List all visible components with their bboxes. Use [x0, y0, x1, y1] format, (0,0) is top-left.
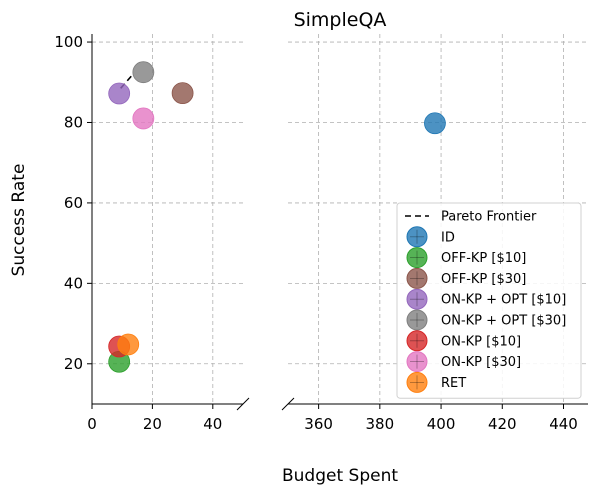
- legend-swatch: [406, 226, 428, 248]
- data-point: [108, 82, 131, 105]
- legend-label: OFF-KP [$30]: [441, 272, 526, 287]
- y-tick-label: 40: [64, 274, 83, 292]
- legend-swatch: [406, 309, 428, 331]
- x-tick-label: 440: [549, 415, 578, 433]
- x-tick-label: 360: [304, 415, 333, 433]
- axes: 20 40 60 80 100 0 20 40 360 380 400 420 440: [54, 33, 588, 433]
- legend-swatch: [406, 371, 428, 393]
- legend-swatch: [406, 267, 428, 289]
- axis-break-mark: [236, 397, 250, 411]
- legend-label: ON-KP + OPT [$10]: [441, 293, 566, 308]
- data-point: [117, 333, 140, 356]
- legend-label: Pareto Frontier: [441, 210, 537, 225]
- legend-label: ON-KP [$10]: [441, 334, 521, 349]
- legend-label: ID: [441, 230, 455, 245]
- y-tick-label: 20: [64, 355, 83, 373]
- axis-break-mark: [281, 397, 295, 411]
- legend-swatch: [406, 288, 428, 310]
- legend-label: ON-KP + OPT [$30]: [441, 314, 566, 329]
- legend-swatch: [406, 330, 428, 352]
- legend-label: ON-KP [$30]: [441, 355, 521, 370]
- legend-swatch: [406, 351, 428, 373]
- x-tick-label: 420: [488, 415, 517, 433]
- x-tick-label: 380: [366, 415, 395, 433]
- data-point: [424, 112, 446, 135]
- x-tick-label: 20: [143, 415, 162, 433]
- data-point: [171, 82, 194, 105]
- y-tick-label: 80: [64, 113, 83, 131]
- y-tick-label: 60: [64, 194, 83, 212]
- y-axis-label: Success Rate: [9, 164, 29, 277]
- x-axis-label: Budget Spent: [282, 466, 398, 486]
- x-tick-label: 400: [427, 415, 456, 433]
- legend-box: [396, 202, 582, 399]
- data-point: [132, 107, 155, 130]
- chart-title: SimpleQA: [294, 9, 387, 31]
- legend-label: OFF-KP [$10]: [441, 251, 526, 266]
- legend: Pareto Frontier ID OFF-KP [$10] OFF-KP [$30…: [396, 202, 582, 399]
- x-tick-label: 0: [87, 415, 97, 433]
- x-tick-label: 40: [203, 415, 222, 433]
- legend-label: RET: [441, 376, 466, 391]
- data-points: [108, 61, 446, 373]
- legend-swatch: [406, 247, 428, 269]
- data-point: [132, 61, 155, 84]
- y-tick-label: 100: [54, 33, 83, 51]
